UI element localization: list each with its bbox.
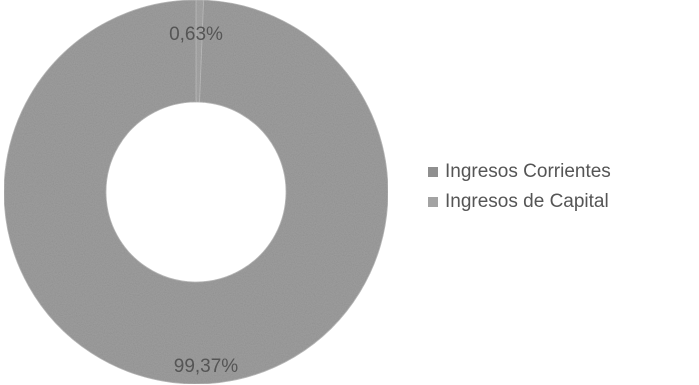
legend-label: Ingresos Corrientes xyxy=(445,161,611,182)
donut-slice-ingresos-corrientes[interactable] xyxy=(3,0,389,385)
legend-label: Ingresos de Capital xyxy=(445,191,609,212)
slice-label-ingresos-corrientes: 99,37% xyxy=(174,356,239,377)
legend-item-ingresos-de-capital[interactable]: Ingresos de Capital xyxy=(428,190,611,214)
legend-swatch-ingresos-corrientes xyxy=(428,167,438,177)
legend-item-ingresos-corrientes[interactable]: Ingresos Corrientes xyxy=(428,160,611,184)
slice-label-ingresos-de-capital: 0,63% xyxy=(169,24,223,45)
legend-swatch-ingresos-de-capital xyxy=(428,197,438,207)
legend: Ingresos Corrientes Ingresos de Capital xyxy=(428,160,611,214)
